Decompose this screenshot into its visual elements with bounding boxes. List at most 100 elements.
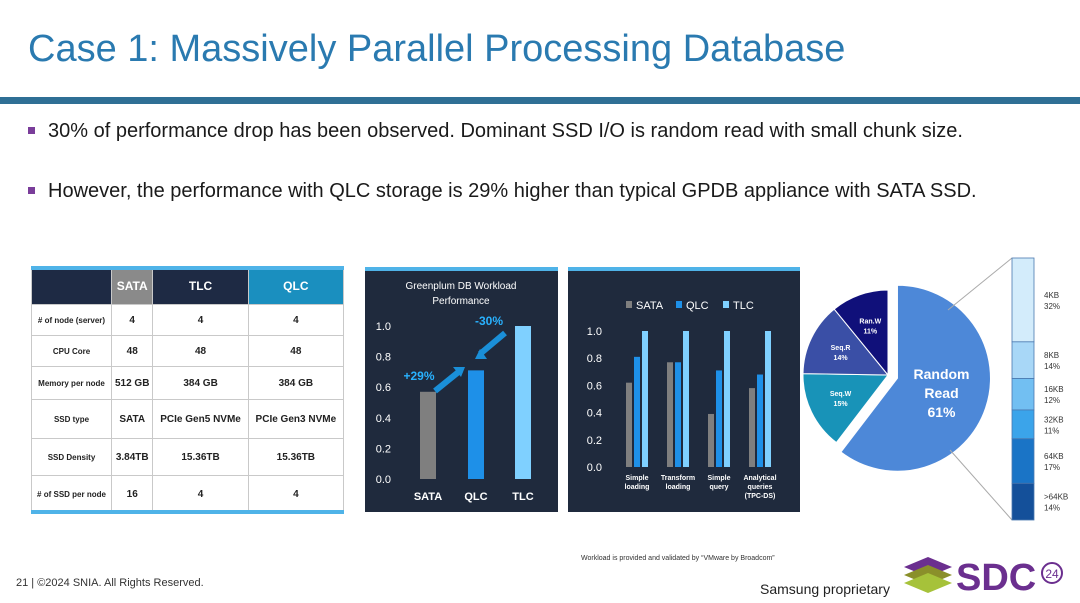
pie-pct-label: 11% xyxy=(864,328,878,335)
stack-pct-label: 12% xyxy=(1044,396,1060,405)
x-tick-label: (TPC-DS) xyxy=(745,493,776,500)
y-tick-label: 1.0 xyxy=(376,321,391,333)
stack-label: >64KB xyxy=(1044,493,1068,502)
logo-text: SDC xyxy=(956,557,1036,598)
table-cell: 384 GB xyxy=(152,366,249,400)
stack-pct-label: 14% xyxy=(1044,504,1060,513)
x-tick-label: TLC xyxy=(512,491,533,503)
connector-line xyxy=(949,449,1013,521)
table-cell: PCIe Gen3 NVMe xyxy=(247,399,345,439)
y-tick-label: 0.8 xyxy=(587,353,602,365)
y-tick-label: 0.6 xyxy=(587,380,602,392)
x-tick-label: Transform xyxy=(661,475,695,482)
bar-sata xyxy=(420,391,436,479)
table-row: SSD Density 3.84TB 15.36TB 15.36TB xyxy=(31,438,345,476)
table-cell: 384 GB xyxy=(247,366,345,400)
table-cell: 15.36TB xyxy=(152,438,249,476)
pie-pct-label: 61% xyxy=(927,404,956,420)
legend-swatch-sata xyxy=(626,301,632,308)
row-label: SSD Density xyxy=(31,438,112,476)
bar-sata xyxy=(708,413,714,467)
pie-slice-seq-r xyxy=(802,308,890,376)
y-tick-label: 0.4 xyxy=(376,413,391,425)
bar-qlc xyxy=(468,370,484,479)
bar-sata xyxy=(626,382,632,467)
spec-table: SATA TLC QLC # of node (server) 4 4 4 CP… xyxy=(31,266,345,513)
chart-workload-breakdown: 0.0 0.2 0.4 0.6 0.8 1.0 SATA QLC TLC Simple loadin… xyxy=(568,267,800,512)
bullet-marker xyxy=(28,127,35,134)
bar-tlc xyxy=(765,331,771,467)
row-label: # of node (server) xyxy=(31,304,112,336)
x-tick-label: Analytical xyxy=(743,475,776,482)
table-row: # of SSD per node 16 4 4 xyxy=(31,475,345,513)
stack-segment-64kb xyxy=(1011,438,1035,484)
bar-sata xyxy=(667,362,673,467)
table-cell: 48 xyxy=(152,335,249,367)
pie-slice-ran-w xyxy=(833,289,889,377)
logo-layer-bottom xyxy=(904,573,952,593)
chart2-svg: 0.0 0.2 0.4 0.6 0.8 1.0 SATA QLC TLC Simple loadin… xyxy=(587,300,777,500)
legend-label-tlc: TLC xyxy=(733,300,754,312)
table-cell: 4 xyxy=(152,304,249,336)
stack-segment-64kb xyxy=(1011,482,1035,521)
stack-segment-16kb xyxy=(1011,378,1035,411)
pie-slice-random-read xyxy=(840,284,991,472)
x-tick-label: Simple xyxy=(626,475,649,482)
slide-title: Case 1: Massively Parallel Processing Da… xyxy=(28,28,846,70)
chart-top-accent xyxy=(365,267,558,271)
table-cell: 3.84TB xyxy=(110,438,154,476)
table-cell: SATA xyxy=(110,399,154,439)
arrow-up-icon xyxy=(433,367,463,394)
x-tick-label: query xyxy=(709,484,728,491)
chart-top-accent xyxy=(568,267,800,271)
arrow-down-head-icon xyxy=(475,349,487,359)
bar-qlc xyxy=(757,374,763,467)
bullet-text: However, the performance with QLC storag… xyxy=(48,180,977,202)
table-cell: 4 xyxy=(247,475,345,513)
bar-tlc xyxy=(724,331,730,467)
annotation-increase: +29% xyxy=(403,369,434,383)
stack-segment-4kb xyxy=(1011,257,1035,343)
bar-tlc xyxy=(683,331,689,467)
table-cell: 48 xyxy=(247,335,345,367)
connector-line xyxy=(947,257,1013,311)
bullet-1: 30% of performance drop has been observe… xyxy=(28,118,1058,145)
pie-label: Seq.R xyxy=(831,345,851,352)
table-header-tlc: TLC xyxy=(152,266,249,305)
pie-label: Ran.W xyxy=(859,318,881,325)
table-cell: 512 GB xyxy=(110,366,154,400)
bar-tlc xyxy=(515,326,531,479)
chart-title: Performance xyxy=(432,296,490,307)
table-row: # of node (server) 4 4 4 xyxy=(31,304,345,336)
bullet-text: 30% of performance drop has been observe… xyxy=(48,120,963,142)
bar-qlc xyxy=(716,370,722,467)
legend-swatch-tlc xyxy=(723,301,729,308)
legend-swatch-qlc xyxy=(676,301,682,308)
pie-label: Random xyxy=(914,366,970,382)
y-tick-label: 0.0 xyxy=(587,462,602,474)
annotation-decrease: -30% xyxy=(475,314,503,328)
stack-label: 4KB xyxy=(1044,291,1059,300)
x-tick-label: queries xyxy=(748,484,773,491)
arrow-up-head-icon xyxy=(453,367,465,377)
y-tick-label: 0.8 xyxy=(376,352,391,364)
table-header-blank xyxy=(31,266,112,305)
x-tick-label: QLC xyxy=(464,491,487,503)
stack-label: 8KB xyxy=(1044,351,1059,360)
table-cell: PCIe Gen5 NVMe xyxy=(152,399,249,439)
table-cell: 15.36TB xyxy=(247,438,345,476)
chart1-svg: Greenplum DB Workload Performance 0.0 0.2 0.… xyxy=(376,281,534,503)
stack-pct-label: 14% xyxy=(1044,362,1060,371)
y-tick-label: 0.2 xyxy=(587,435,602,447)
arrow-down-icon xyxy=(478,330,507,357)
pie-pct-label: 15% xyxy=(834,401,849,408)
bar-sata xyxy=(749,388,755,467)
row-label: # of SSD per node xyxy=(31,475,112,513)
table-bottom-accent xyxy=(31,510,344,514)
io-pattern-chart: Random Read 61% Seq.W 15% Seq.R 14% Ran.W 11% 4KB… xyxy=(802,257,1068,521)
stack-pct-label: 11% xyxy=(1044,426,1059,435)
table-cell: 4 xyxy=(247,304,345,336)
table-cell: 48 xyxy=(110,335,154,367)
table-header-sata: SATA xyxy=(110,266,154,305)
table-header-row: SATA TLC QLC xyxy=(31,266,345,305)
